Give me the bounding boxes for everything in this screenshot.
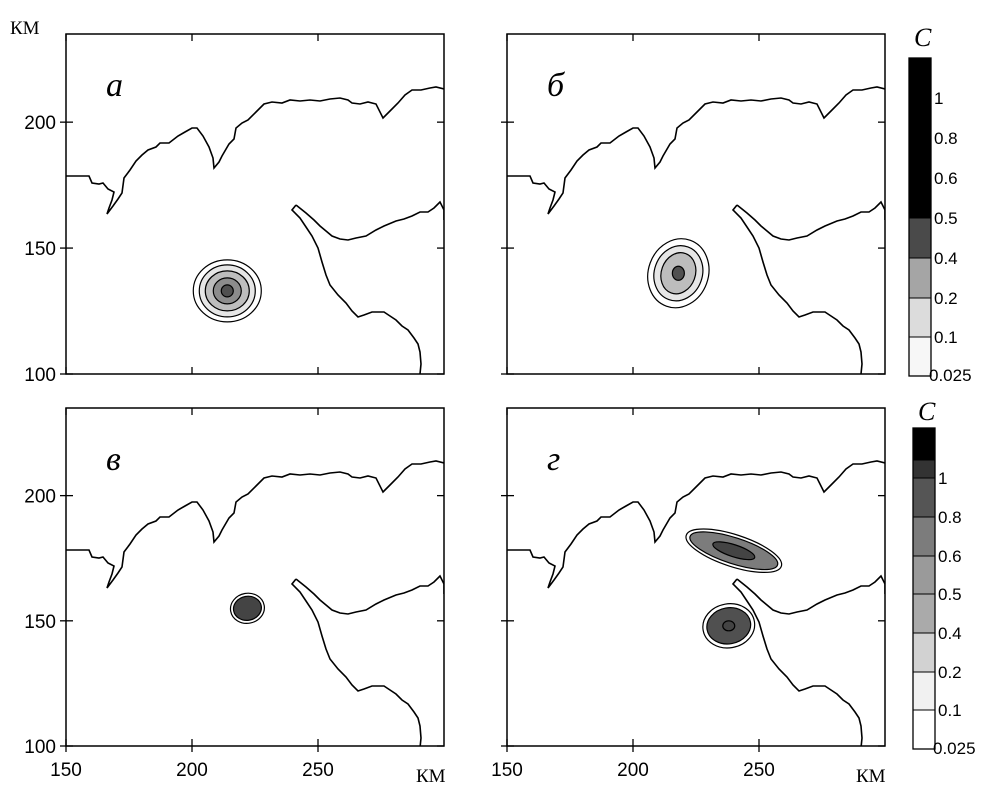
colorbar-1: C 0.025 0.1 0.2 0.4 0.5 0.6 0.8 1 [908, 23, 972, 385]
colorbar-segment [908, 177, 932, 219]
coastline-south [290, 574, 444, 746]
panel-plot-area [66, 86, 444, 374]
panel-2: б [506, 33, 886, 375]
panel-frame [506, 33, 886, 375]
colorbar-level-label: 1 [934, 89, 943, 108]
y-unit-label: КМ [10, 18, 40, 39]
colorbar-segment [908, 336, 932, 377]
colorbar-level-label: 0.4 [934, 249, 958, 268]
panel-frame [65, 33, 445, 375]
coastline-north [507, 86, 885, 215]
colorbar-frame [908, 57, 932, 377]
colorbar-level-label: 0.6 [934, 169, 958, 188]
colorbar-level-label: 0.025 [933, 739, 976, 758]
contour-level-0.5 [220, 284, 234, 298]
colorbar-segment [912, 516, 936, 557]
colorbar-segment [912, 709, 936, 750]
colorbar-segment [912, 477, 936, 518]
colorbar-level-label: 0.5 [938, 585, 962, 604]
colorbar-level-label: 0.2 [934, 289, 958, 308]
colorbar-level-label: 0.4 [938, 624, 962, 643]
colorbar-level-label: 0.2 [938, 663, 962, 682]
panel-4: г [506, 407, 886, 747]
contour-level-0.8 [712, 541, 756, 561]
x-tick-label: 200 [617, 760, 649, 781]
colorbar-segment [912, 427, 936, 461]
x-tick-label: 250 [743, 760, 775, 781]
panel-plot-area [66, 460, 444, 746]
x-unit-label-right: КМ [856, 766, 886, 785]
colorbar-2: C 0.025 0.1 0.2 0.4 0.5 0.6 0.8 1 [912, 397, 976, 758]
colorbar-level-label: 1 [938, 469, 947, 488]
y-tick-label: 150 [24, 239, 56, 260]
colorbar-segment [908, 257, 932, 299]
colorbar-segment [908, 297, 932, 338]
colorbar-level-label: 0.5 [934, 209, 958, 228]
colorbar-segment [912, 555, 936, 595]
x-tick-label: 200 [176, 760, 208, 781]
y-tick-label: 150 [24, 612, 56, 633]
colorbar-level-label: 0.8 [934, 129, 958, 148]
panel-plot-area [507, 460, 885, 746]
x-tick-label: 250 [302, 760, 334, 781]
coastline-south [731, 574, 885, 746]
colorbar-segment [908, 97, 932, 139]
coastline-north [66, 460, 444, 589]
contour-level-0.8 [722, 620, 736, 632]
y-tick-label: 100 [24, 365, 56, 386]
colorbar-title: C [914, 23, 932, 52]
coastline-south [290, 200, 444, 374]
colorbar-level-label: 0.6 [938, 547, 962, 566]
x-tick-label: 150 [50, 760, 82, 781]
coastline-north [66, 86, 444, 215]
panel-label: в [106, 441, 121, 478]
panel-frame [65, 407, 445, 747]
colorbar-title: C [918, 397, 936, 426]
y-tick-label: 200 [24, 487, 56, 508]
y-tick-label: 100 [24, 737, 56, 758]
panels-group: а б в г [65, 33, 886, 747]
contour-level-0.5 [671, 265, 685, 281]
coastline-south [731, 200, 885, 374]
colorbar-level-label: 0.1 [938, 701, 962, 720]
colorbars-group: C 0.025 0.1 0.2 0.4 0.5 0.6 0.8 1 C 0.025 0.1 0.2 0.4… [908, 23, 976, 758]
panel-1: а [65, 33, 445, 375]
colorbar-frame [912, 427, 936, 750]
colorbar-level-label: 0.1 [934, 328, 958, 347]
colorbar-segment [912, 671, 936, 711]
x-unit-label-left: КМ [416, 766, 446, 785]
colorbar-level-label: 0.025 [929, 366, 972, 385]
y-tick-label: 200 [24, 113, 56, 134]
colorbar-segment [908, 137, 932, 179]
panel-label: г [547, 441, 560, 478]
colorbar-segment [908, 57, 932, 99]
colorbar-segment [912, 632, 936, 673]
panel-label: б [547, 67, 566, 104]
colorbar-level-label: 0.8 [938, 508, 962, 527]
panel-plot-area [507, 86, 885, 374]
colorbar-segment [908, 217, 932, 259]
coastline-north [507, 460, 885, 589]
panel-3: в [65, 407, 445, 747]
colorbar-segment [912, 593, 936, 634]
contour-level-0.8 [232, 595, 262, 621]
panel-frame [506, 407, 886, 747]
colorbar-segment [912, 459, 936, 479]
x-tick-label: 150 [491, 760, 523, 781]
panel-label: а [106, 67, 123, 104]
